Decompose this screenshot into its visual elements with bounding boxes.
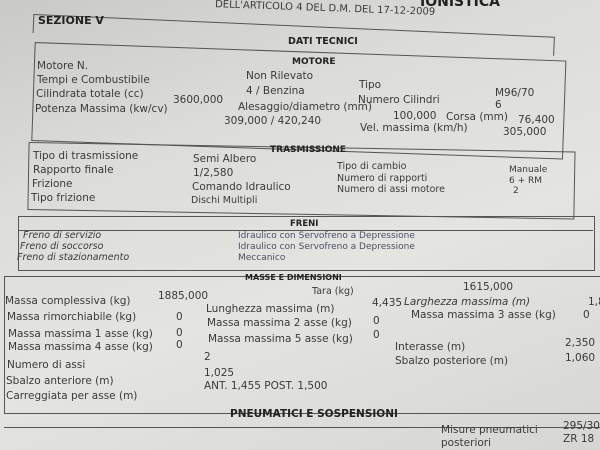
asse4-value: 0 bbox=[176, 339, 183, 351]
tipo-frizione-label: Tipo frizione bbox=[31, 192, 96, 204]
cambio-value: Manuale bbox=[509, 165, 548, 175]
asse1-value: 0 bbox=[176, 327, 183, 339]
vel-massima-label: Vel. massima (km/h) bbox=[360, 122, 468, 134]
lunghezza-label: Lunghezza massima (m) bbox=[206, 303, 335, 315]
masse-box bbox=[4, 276, 600, 414]
masse-title: MASSE E DIMENSIONI bbox=[245, 273, 342, 282]
frizione-label: Frizione bbox=[32, 178, 73, 190]
tipo-value: M96/70 bbox=[495, 87, 535, 99]
massa-rimorchiabile-value: 0 bbox=[176, 311, 183, 323]
numero-assi-label: Numero di assi bbox=[7, 359, 86, 371]
alesaggio-value: 100,000 bbox=[393, 110, 437, 122]
carreggiata-value: ANT. 1,455 POST. 1,500 bbox=[204, 380, 328, 392]
sbalzo-posteriore-value: 1,060 bbox=[565, 352, 596, 364]
freni-box bbox=[18, 216, 595, 271]
motore-title: MOTORE bbox=[292, 57, 336, 67]
corsa-label: Corsa (mm) bbox=[446, 111, 508, 123]
sbalzo-posteriore-label: Sbalzo posteriore (m) bbox=[395, 355, 509, 367]
lunghezza-value: 4,435 bbox=[372, 297, 403, 309]
tempi-label: Tempi e Combustibile bbox=[37, 74, 150, 86]
cambio-label: Tipo di cambio bbox=[337, 161, 407, 172]
potenza-value: 309,000 / 420,240 bbox=[224, 115, 322, 127]
asse5-value: 0 bbox=[373, 329, 380, 341]
massa-rimorchiabile-label: Massa rimorchiabile (kg) bbox=[7, 311, 137, 323]
misure-posteriori-label-2: posteriori bbox=[441, 437, 492, 449]
motore-n-value: Non Rilevato bbox=[246, 70, 314, 82]
rapporti-label: Numero di rapporti bbox=[337, 173, 428, 184]
cilindri-label: Numero Cilindri bbox=[358, 94, 440, 106]
massa-complessiva-value: 1885,000 bbox=[158, 290, 209, 302]
carreggiata-label: Carreggiata per asse (m) bbox=[6, 390, 138, 402]
misure-posteriori-value-2: ZR 18 bbox=[563, 433, 595, 445]
freno-stazionamento-label: Freno di stazionamento bbox=[17, 252, 130, 263]
assi-motore-label: Numero di assi motore bbox=[337, 184, 445, 195]
rapporto-label: Rapporto finale bbox=[33, 164, 114, 176]
asse2-label: Massa massima 2 asse (kg) bbox=[207, 317, 352, 329]
freno-stazionamento-value: Meccanico bbox=[238, 253, 286, 263]
larghezza-value: 1,8 bbox=[588, 296, 600, 308]
tipo-trasmissione-value: Semi Albero bbox=[193, 153, 257, 165]
decree-header: DELL'ARTICOLO 4 DEL D.M. DEL 17-12-2009 bbox=[214, 0, 436, 18]
tara-label: Tara (kg) bbox=[312, 286, 354, 297]
potenza-label: Potenza Massima (kw/cv) bbox=[35, 103, 168, 115]
freno-servizio-label: Freno di servizio bbox=[23, 230, 102, 241]
asse2-value: 0 bbox=[373, 315, 380, 327]
asse3-value: 0 bbox=[583, 309, 590, 321]
document-title-fragment: IONISTICA bbox=[420, 0, 500, 10]
asse4-label: Massa massima 4 asse (kg) bbox=[8, 341, 153, 353]
freno-soccorso-label: Freno di soccorso bbox=[20, 241, 104, 252]
cilindri-value: 6 bbox=[495, 99, 502, 111]
cilindrata-value: 3600,000 bbox=[173, 94, 224, 106]
freno-soccorso-value: Idraulico con Servofreno a Depressione bbox=[238, 242, 415, 252]
vel-massima-value: 305,000 bbox=[503, 126, 547, 138]
assi-motore-value: 2 bbox=[513, 186, 519, 196]
asse3-label: Massa massima 3 asse (kg) bbox=[411, 309, 556, 321]
tipo-frizione-value: Dischi Multipli bbox=[191, 195, 258, 206]
asse1-label: Massa massima 1 asse (kg) bbox=[8, 328, 153, 340]
frizione-value: Comando Idraulico bbox=[192, 181, 291, 193]
rapporto-value: 1/2,580 bbox=[193, 167, 234, 179]
misure-posteriori-value: 295/30 bbox=[563, 420, 600, 432]
corsa-value: 76,400 bbox=[518, 114, 555, 126]
interasse-label: Interasse (m) bbox=[395, 341, 466, 353]
motore-n-label: Motore N. bbox=[37, 60, 89, 72]
sbalzo-anteriore-value: 1,025 bbox=[204, 367, 235, 379]
tara-value: 1615,000 bbox=[463, 281, 514, 293]
pneumatici-title: PNEUMATICI E SOSPENSIONI bbox=[230, 408, 398, 420]
dati-tecnici-title: DATI TECNICI bbox=[288, 36, 358, 47]
freni-title: FRENI bbox=[290, 219, 319, 229]
tempi-value: 4 / Benzina bbox=[246, 85, 305, 97]
tipo-trasmissione-label: Tipo di trasmissione bbox=[33, 150, 139, 162]
trasmissione-title: TRASMISSIONE bbox=[270, 145, 347, 155]
sbalzo-anteriore-label: Sbalzo anteriore (m) bbox=[6, 375, 114, 387]
interasse-value: 2,350 bbox=[565, 337, 596, 349]
numero-assi-value: 2 bbox=[204, 351, 211, 363]
massa-complessiva-label: Massa complessiva (kg) bbox=[5, 295, 131, 307]
cilindrata-label: Cilindrata totale (cc) bbox=[36, 88, 144, 100]
alesaggio-label: Alesaggio/diametro (mm) bbox=[238, 101, 372, 113]
freni-divider bbox=[18, 230, 593, 231]
freno-servizio-value: Idraulico con Servofreno a Depressione bbox=[238, 231, 415, 241]
larghezza-label: Larghezza massima (m) bbox=[404, 296, 531, 308]
asse5-label: Massa massima 5 asse (kg) bbox=[208, 333, 353, 345]
rapporti-value: 6 + RM bbox=[509, 176, 543, 186]
misure-posteriori-label: Misure pneumatici bbox=[441, 424, 538, 436]
section-title: SEZIONE V bbox=[38, 14, 104, 27]
pneumatici-divider bbox=[4, 427, 600, 428]
tipo-label: Tipo bbox=[359, 79, 382, 91]
